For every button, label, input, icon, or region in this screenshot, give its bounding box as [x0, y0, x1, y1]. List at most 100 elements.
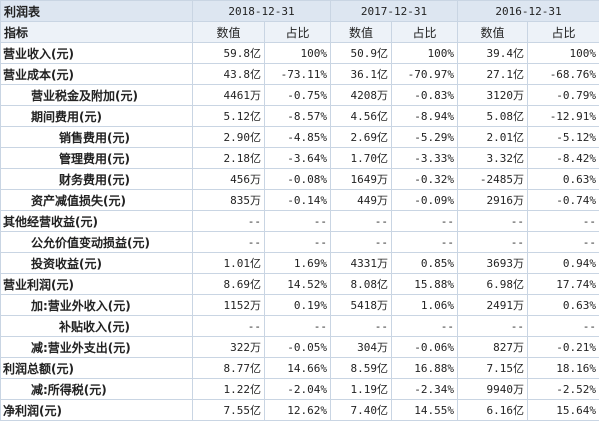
ratio-cell: -0.74% — [527, 189, 599, 211]
value-cell: 449万 — [330, 189, 393, 211]
table-row: 利润总额(元) 8.77亿 14.66% 8.59亿 16.88% 7.15亿 18.16% — [0, 357, 599, 379]
value-cell: 8.59亿 — [330, 357, 393, 379]
ratio-cell: -8.42% — [527, 147, 599, 169]
table-row: 减:所得税(元) 1.22亿 -2.04% 1.19亿 -2.34% 9940万 -2.52… — [0, 378, 599, 400]
value-cell: 322万 — [192, 336, 265, 358]
ratio-cell: -8.57% — [263, 105, 332, 127]
ratio-cell: -68.76% — [527, 63, 599, 85]
ratio-cell: 0.85% — [391, 252, 459, 274]
value-cell: 7.40亿 — [330, 399, 393, 421]
value-cell: -- — [330, 315, 393, 337]
value-cell: -- — [457, 231, 529, 253]
ratio-cell: -- — [263, 210, 332, 232]
row-label: 管理费用(元) — [0, 147, 193, 169]
table-row: 营业收入(元) 59.8亿 100% 50.9亿 100% 39.4亿 100% — [0, 42, 599, 64]
ratio-cell: -0.06% — [391, 336, 459, 358]
table-row: 管理费用(元) 2.18亿 -3.64% 1.70亿 -3.33% 3.32亿 -8.42% — [0, 147, 599, 169]
header-row: 利润表 2018-12-31 2017-12-31 2016-12-31 — [0, 0, 599, 22]
value-cell: -- — [192, 210, 265, 232]
ratio-cell: -- — [527, 210, 599, 232]
ratio-cell: -- — [263, 315, 332, 337]
value-cell: 456万 — [192, 168, 265, 190]
ratio-cell: -0.21% — [527, 336, 599, 358]
value-cell: 6.98亿 — [457, 273, 529, 295]
table-row: 加:营业外收入(元) 1152万 0.19% 5418万 1.06% 2491万 0.63% — [0, 294, 599, 316]
ratio-cell: -0.75% — [263, 84, 332, 106]
ratio-cell: 0.63% — [527, 168, 599, 190]
ratio-cell: -0.32% — [391, 168, 459, 190]
value-cell: 1.01亿 — [192, 252, 265, 274]
value-cell: 304万 — [330, 336, 393, 358]
ratio-cell: -3.33% — [391, 147, 459, 169]
value-cell: 7.55亿 — [192, 399, 265, 421]
ratio-cell: -- — [527, 315, 599, 337]
value-cell: 5.12亿 — [192, 105, 265, 127]
income-statement-table: 利润表 2018-12-31 2017-12-31 2016-12-31 指标 … — [0, 0, 599, 421]
row-label: 公允价值变动损益(元) — [0, 231, 193, 253]
value-cell: 827万 — [457, 336, 529, 358]
ratio-cell: 100% — [527, 42, 599, 64]
ratio-cell: -0.79% — [527, 84, 599, 106]
value-cell: 2916万 — [457, 189, 529, 211]
value-cell: 4.56亿 — [330, 105, 393, 127]
table-row: 营业成本(元) 43.8亿 -73.11% 36.1亿 -70.97% 27.1亿 -68.… — [0, 63, 599, 85]
ratio-cell: -8.94% — [391, 105, 459, 127]
row-label: 期间费用(元) — [0, 105, 193, 127]
date-column-2016: 2016-12-31 — [457, 0, 599, 22]
ratio-cell: 100% — [263, 42, 332, 64]
value-header: 数值 — [330, 21, 393, 43]
row-label: 营业收入(元) — [0, 42, 193, 64]
value-cell: 1152万 — [192, 294, 265, 316]
row-label: 营业成本(元) — [0, 63, 193, 85]
ratio-cell: 16.88% — [391, 357, 459, 379]
value-cell: -- — [457, 315, 529, 337]
ratio-cell: 0.94% — [527, 252, 599, 274]
value-cell: 8.08亿 — [330, 273, 393, 295]
ratio-cell: -0.08% — [263, 168, 332, 190]
date-column-2017: 2017-12-31 — [330, 0, 459, 22]
ratio-cell: -12.91% — [527, 105, 599, 127]
ratio-cell: -2.52% — [527, 378, 599, 400]
ratio-cell: 14.52% — [263, 273, 332, 295]
ratio-cell: 14.66% — [263, 357, 332, 379]
value-cell: 43.8亿 — [192, 63, 265, 85]
table-row: 资产减值损失(元) 835万 -0.14% 449万 -0.09% 2916万 -0.74% — [0, 189, 599, 211]
ratio-cell: -- — [391, 231, 459, 253]
value-cell: -- — [192, 315, 265, 337]
value-cell: 50.9亿 — [330, 42, 393, 64]
row-label: 资产减值损失(元) — [0, 189, 193, 211]
ratio-cell: 15.88% — [391, 273, 459, 295]
row-label: 销售费用(元) — [0, 126, 193, 148]
table-row: 营业利润(元) 8.69亿 14.52% 8.08亿 15.88% 6.98亿 17.74% — [0, 273, 599, 295]
ratio-cell: -- — [527, 231, 599, 253]
row-label: 营业税金及附加(元) — [0, 84, 193, 106]
ratio-cell: 15.64% — [527, 399, 599, 421]
row-label: 减:营业外支出(元) — [0, 336, 193, 358]
value-cell: 59.8亿 — [192, 42, 265, 64]
ratio-cell: -0.05% — [263, 336, 332, 358]
ratio-cell: -70.97% — [391, 63, 459, 85]
ratio-cell: 18.16% — [527, 357, 599, 379]
value-cell: 4331万 — [330, 252, 393, 274]
ratio-cell: -- — [263, 231, 332, 253]
table-row: 销售费用(元) 2.90亿 -4.85% 2.69亿 -5.29% 2.01亿 -5.12% — [0, 126, 599, 148]
ratio-header: 占比 — [391, 21, 459, 43]
ratio-cell: -- — [391, 210, 459, 232]
ratio-cell: 12.62% — [263, 399, 332, 421]
table-row: 净利润(元) 7.55亿 12.62% 7.40亿 14.55% 6.16亿 15.64% — [0, 399, 599, 421]
ratio-cell: -3.64% — [263, 147, 332, 169]
row-label: 营业利润(元) — [0, 273, 193, 295]
row-label: 加:营业外收入(元) — [0, 294, 193, 316]
value-cell: 7.15亿 — [457, 357, 529, 379]
table-row: 补贴收入(元) -- -- -- -- -- -- — [0, 315, 599, 337]
value-cell: -- — [330, 210, 393, 232]
ratio-header: 占比 — [527, 21, 599, 43]
indicator-header: 指标 — [0, 21, 193, 43]
ratio-cell: -2.04% — [263, 378, 332, 400]
ratio-cell: 100% — [391, 42, 459, 64]
ratio-cell: 0.63% — [527, 294, 599, 316]
row-label: 减:所得税(元) — [0, 378, 193, 400]
value-cell: 5418万 — [330, 294, 393, 316]
value-cell: 3120万 — [457, 84, 529, 106]
value-cell: 8.69亿 — [192, 273, 265, 295]
